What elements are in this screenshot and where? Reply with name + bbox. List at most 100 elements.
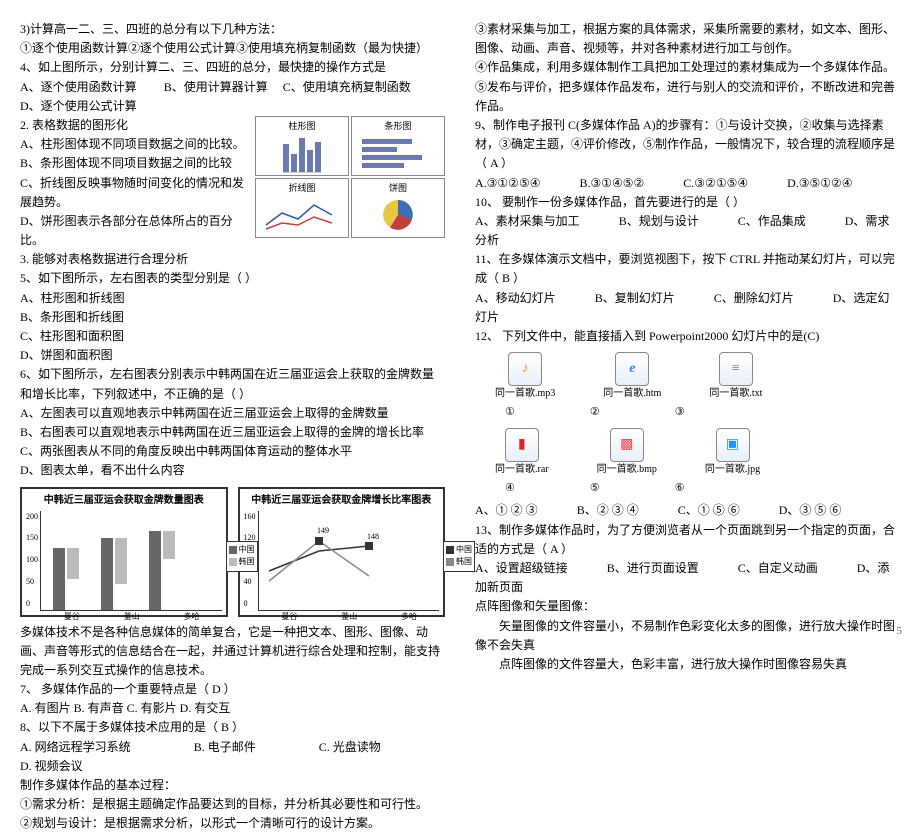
opt: A、移动幻灯片 — [475, 291, 556, 305]
num: ⑤ — [590, 480, 600, 498]
num: ④ — [505, 480, 515, 498]
text: 10、 要制作一份多媒体作品，首先要进行的是（ ） — [475, 193, 900, 212]
text: 点阵图像的文件容量大，色彩丰富，进行放大操作时图像容易失真 — [475, 655, 900, 674]
text: 点阵图像和矢量图像： — [475, 597, 900, 616]
big-charts: 中韩近三届亚运会获取金牌数量图表 200 150 100 50 0 — [20, 487, 445, 617]
text: 矢量图像的文件容量小，不易制作色彩变化太多的图像，进行放大操作时图像不会失真 — [475, 617, 900, 655]
medal-bar-chart: 中韩近三届亚运会获取金牌数量图表 200 150 100 50 0 — [20, 487, 228, 617]
mini-chart-grid: 柱形图 条形图 折线图 — [255, 116, 445, 238]
text: 3. 能够对表格数据进行合理分析 — [20, 250, 445, 269]
file-label: 同一首歌.bmp — [597, 462, 657, 478]
opt: B、② ③ ④ — [577, 503, 639, 517]
text: ②规划与设计：是根据需求分析，以形式一个清晰可行的设计方案。 — [20, 814, 445, 833]
opt: A、左图表可以直观地表示中韩两国在近三届亚运会上取得的金牌数量 — [20, 404, 445, 423]
hbar-icon — [358, 133, 438, 173]
opt: D. 视频会议 — [20, 759, 83, 773]
text: ⑤发布与评价，把多媒体作品发布，进行与别人的交流和评价，不断改进和完善作品。 — [475, 78, 900, 116]
opt: D、饼图和面积图 — [20, 346, 445, 365]
xtick: 多哈 — [184, 611, 200, 624]
text: ④作品集成，利用多媒体制作工具把加工处理过的素材集成为一个多媒体作品。 — [475, 58, 900, 77]
mini-title: 折线图 — [288, 181, 315, 195]
options: A、移动幻灯片 B、复制幻灯片 C、删除幻灯片 D、选定幻灯片 — [475, 289, 900, 327]
x-axis: 曼谷 釜山 多哈 — [26, 611, 222, 624]
text: 13、制作多媒体作品时，为了方便浏览者从一个页面跳到另一个指定的页面，合适的方式… — [475, 521, 900, 559]
xtick: 多哈 — [401, 611, 417, 624]
chart-title: 中韩近三届亚运会获取金牌数量图表 — [26, 493, 222, 509]
image-icon: ▣ — [716, 428, 750, 462]
num: ② — [590, 404, 600, 422]
options: A、① ② ③ B、② ③ ④ C、① ⑤ ⑥ D、③ ⑤ ⑥ — [475, 501, 900, 520]
opt: A、① ② ③ — [475, 503, 538, 517]
file-label: 同一首歌.txt — [709, 386, 762, 402]
text: ①逐个使用函数计算②逐个使用公式计算③使用填充柄复制函数（最为快捷） — [20, 39, 445, 58]
xtick: 曼谷 — [64, 611, 80, 624]
ytick: 160 — [244, 511, 256, 524]
options: A. 网络远程学习系统 B. 电子邮件 C. 光盘读物 D. 视频会议 — [20, 738, 445, 776]
ytick: 0 — [26, 598, 38, 611]
plot-area: 中国 韩国 — [40, 511, 222, 611]
xtick: 曼谷 — [281, 611, 297, 624]
text: ①需求分析：是根据主题确定作品要达到的目标，并分析其必要性和可行性。 — [20, 795, 445, 814]
text: ③素材采集与加工，根据方案的具体需求，采集所需要的素材，如文本、图形、图像、动画… — [475, 20, 900, 58]
file-label: 同一首歌.mp3 — [495, 386, 555, 402]
opt: B、进行页面设置 — [607, 561, 699, 575]
file-htm: e 同一首歌.htm — [603, 352, 661, 402]
opt-b: B、使用计算器计算 — [164, 80, 268, 94]
plot-area: 149 148 中国 韩国 — [258, 511, 440, 611]
file-icon-row-1: ♪ 同一首歌.mp3 e 同一首歌.htm ≡ 同一首歌.txt — [495, 352, 900, 402]
opt: B、规划与设计 — [619, 214, 699, 228]
text: 6、如下图所示，左右图表分别表示中韩两国在近三届亚运会上获取的金牌数量和增长比率… — [20, 365, 445, 403]
opt: A、柱形图和折线图 — [20, 289, 445, 308]
file-label: 同一首歌.jpg — [705, 462, 760, 478]
opt: A. 网络远程学习系统 — [20, 740, 131, 754]
medal-line-chart: 中韩近三届亚运会获取金牌增长比率图表 160 120 80 40 0 — [238, 487, 446, 617]
icon-numbers-2: ④ ⑤ ⑥ — [505, 480, 900, 498]
opt: C.③②①⑤④ — [683, 176, 748, 190]
mini-hbar-chart: 条形图 — [351, 116, 445, 176]
file-jpg: ▣ 同一首歌.jpg — [705, 428, 760, 478]
text-icon: ≡ — [719, 352, 753, 386]
text: 11、在多媒体演示文档中，要浏览视图下，按下 CTRL 并拖动某幻灯片，可以完成… — [475, 250, 900, 288]
opt: C、① ⑤ ⑥ — [678, 503, 740, 517]
opt: A.③①②⑤④ — [475, 176, 540, 190]
file-mp3: ♪ 同一首歌.mp3 — [495, 352, 555, 402]
ytick: 40 — [244, 576, 256, 589]
text: 12、 下列文件中，能直接插入到 Powerpoint2000 幻灯片中的是(C… — [475, 327, 900, 346]
x-axis: 曼谷 釜山 多哈 — [244, 611, 440, 624]
mini-line-chart: 折线图 — [255, 178, 349, 238]
opt: C、两张图表从不同的角度反映出中韩两国体育运动的整体水平 — [20, 442, 445, 461]
text: 3)计算高一二、三、四班的总分有以下几种方法： — [20, 20, 445, 39]
legend-item: 中国 — [239, 545, 255, 554]
options: A、素材采集与加工 B、规划与设计 C、作品集成 D、需求分析 — [475, 212, 900, 250]
mini-title: 柱形图 — [288, 119, 315, 133]
opt: B、复制幻灯片 — [595, 291, 675, 305]
mini-title: 饼图 — [389, 181, 407, 195]
audio-icon: ♪ — [508, 352, 542, 386]
opt: C、删除幻灯片 — [714, 291, 794, 305]
opt: D、③ ⑤ ⑥ — [779, 503, 842, 517]
ytick: 200 — [26, 511, 38, 524]
svg-text:148: 148 — [367, 532, 379, 541]
xtick: 釜山 — [341, 611, 357, 624]
num: ① — [505, 404, 515, 422]
svg-text:149: 149 — [317, 526, 329, 535]
text: 7、 多媒体作品的一个重要特点是（ D ） — [20, 680, 445, 699]
browser-icon: e — [615, 352, 649, 386]
legend: 中国 韩国 — [226, 541, 258, 573]
ytick: 0 — [244, 598, 256, 611]
chart-title: 中韩近三届亚运会获取金牌增长比率图表 — [244, 493, 440, 509]
file-icon-row-2: ▮ 同一首歌.rar ▩ 同一首歌.bmp ▣ 同一首歌.jpg — [495, 428, 900, 478]
text: 8、以下不属于多媒体技术应用的是（ B ） — [20, 718, 445, 737]
opt: A、设置超级链接 — [475, 561, 568, 575]
archive-icon: ▮ — [505, 428, 539, 462]
bar-icon — [283, 133, 321, 173]
opt: B、条形图和折线图 — [20, 308, 445, 327]
opt: B.③①④⑤② — [579, 176, 644, 190]
options: A、设置超级链接 B、进行页面设置 C、自定义动画 D、添加新页面 — [475, 559, 900, 597]
mini-pie-chart: 饼图 — [351, 178, 445, 238]
opt: B、右图表可以直观地表示中韩两国在近三届亚运会上取得的金牌的增长比率 — [20, 423, 445, 442]
options: A、逐个使用函数计算 B、使用计算器计算 C、使用填充柄复制函数 D、逐个使用公… — [20, 78, 445, 116]
legend: 中国 韩国 — [443, 541, 475, 573]
options: A.③①②⑤④ B.③①④⑤② C.③②①⑤④ D.③⑤①②④ — [475, 174, 900, 193]
file-label: 同一首歌.rar — [495, 462, 549, 478]
